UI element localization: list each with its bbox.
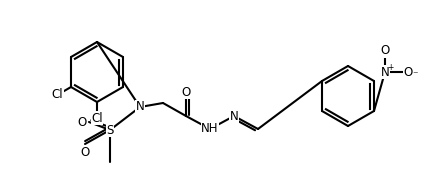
Text: N: N [381, 65, 389, 79]
Text: O: O [404, 65, 413, 79]
Text: O: O [181, 85, 191, 98]
Text: ⁻: ⁻ [412, 70, 418, 80]
Text: Cl: Cl [51, 89, 63, 102]
Text: Cl: Cl [91, 112, 103, 124]
Text: O: O [80, 146, 90, 159]
Text: O: O [77, 116, 87, 128]
Text: N: N [136, 100, 145, 113]
Text: S: S [107, 123, 114, 137]
Text: O: O [381, 45, 390, 57]
Text: NH: NH [201, 122, 219, 136]
Text: +: + [387, 63, 393, 71]
Text: N: N [230, 109, 238, 122]
